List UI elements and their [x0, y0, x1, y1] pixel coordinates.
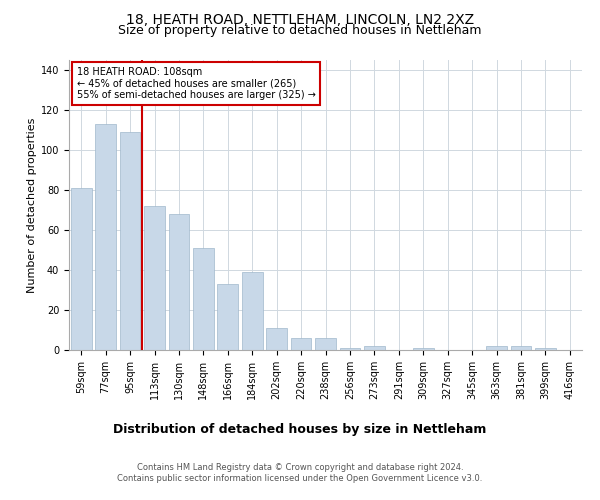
Bar	[193, 248, 214, 350]
Bar	[266, 328, 287, 350]
Text: Contains HM Land Registry data © Crown copyright and database right 2024.: Contains HM Land Registry data © Crown c…	[137, 462, 463, 471]
Bar	[340, 348, 361, 350]
Bar	[217, 284, 238, 350]
Bar	[511, 346, 532, 350]
Y-axis label: Number of detached properties: Number of detached properties	[26, 118, 37, 292]
Text: 18 HEATH ROAD: 108sqm
← 45% of detached houses are smaller (265)
55% of semi-det: 18 HEATH ROAD: 108sqm ← 45% of detached …	[77, 68, 316, 100]
Bar	[364, 346, 385, 350]
Bar	[95, 124, 116, 350]
Bar	[144, 206, 165, 350]
Bar	[535, 348, 556, 350]
Text: Contains public sector information licensed under the Open Government Licence v3: Contains public sector information licen…	[118, 474, 482, 483]
Text: Size of property relative to detached houses in Nettleham: Size of property relative to detached ho…	[118, 24, 482, 37]
Bar	[290, 338, 311, 350]
Bar	[413, 348, 434, 350]
Bar	[486, 346, 507, 350]
Bar	[315, 338, 336, 350]
Bar	[169, 214, 190, 350]
Bar	[119, 132, 140, 350]
Bar	[71, 188, 92, 350]
Text: 18, HEATH ROAD, NETTLEHAM, LINCOLN, LN2 2XZ: 18, HEATH ROAD, NETTLEHAM, LINCOLN, LN2 …	[126, 12, 474, 26]
Text: Distribution of detached houses by size in Nettleham: Distribution of detached houses by size …	[113, 422, 487, 436]
Bar	[242, 272, 263, 350]
